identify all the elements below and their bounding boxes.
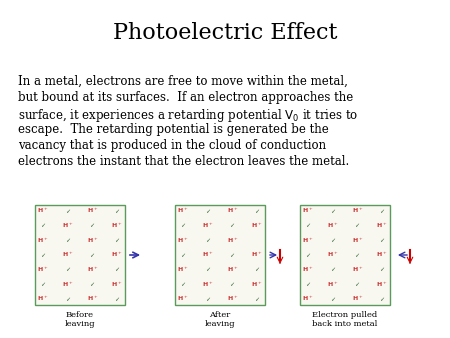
Text: $\checkmark$: $\checkmark$ — [205, 237, 211, 244]
Text: $\checkmark$: $\checkmark$ — [354, 222, 360, 230]
Text: Photoelectric Effect: Photoelectric Effect — [113, 22, 337, 44]
Text: After
leaving: After leaving — [205, 311, 235, 328]
Text: $\checkmark$: $\checkmark$ — [305, 222, 311, 230]
Text: $\checkmark$: $\checkmark$ — [89, 251, 95, 259]
Text: $\checkmark$: $\checkmark$ — [305, 251, 311, 259]
Text: $\mathbf{H}^+$: $\mathbf{H}^+$ — [202, 221, 213, 230]
Text: $\mathbf{H}^+$: $\mathbf{H}^+$ — [252, 221, 263, 230]
Text: $\checkmark$: $\checkmark$ — [354, 251, 360, 259]
Text: $\mathbf{H}^+$: $\mathbf{H}^+$ — [376, 221, 387, 230]
Text: $\checkmark$: $\checkmark$ — [254, 295, 260, 303]
Text: $\mathbf{H}^+$: $\mathbf{H}^+$ — [62, 221, 73, 230]
Text: $\checkmark$: $\checkmark$ — [329, 207, 336, 215]
Text: vacancy that is produced in the cloud of conduction: vacancy that is produced in the cloud of… — [18, 139, 326, 152]
Text: $\mathbf{H}^+$: $\mathbf{H}^+$ — [62, 280, 73, 289]
Text: $\mathbf{H}^+$: $\mathbf{H}^+$ — [227, 236, 238, 245]
Text: $\checkmark$: $\checkmark$ — [229, 281, 235, 288]
Text: $\mathbf{H}^+$: $\mathbf{H}^+$ — [202, 250, 213, 260]
Text: $\mathbf{H}^+$: $\mathbf{H}^+$ — [177, 265, 189, 274]
Text: $\mathbf{H}^+$: $\mathbf{H}^+$ — [111, 280, 123, 289]
Text: $\checkmark$: $\checkmark$ — [379, 207, 385, 215]
Text: $\mathbf{H}^+$: $\mathbf{H}^+$ — [37, 207, 49, 215]
Text: $\mathbf{H}^+$: $\mathbf{H}^+$ — [111, 221, 123, 230]
Text: but bound at its surfaces.  If an electron approaches the: but bound at its surfaces. If an electro… — [18, 91, 353, 104]
Text: $\checkmark$: $\checkmark$ — [65, 295, 71, 303]
Bar — [300, 205, 390, 305]
Text: $\checkmark$: $\checkmark$ — [114, 237, 120, 244]
Text: $\checkmark$: $\checkmark$ — [229, 222, 235, 230]
Text: $\mathbf{H}^+$: $\mathbf{H}^+$ — [87, 294, 98, 304]
Text: $\mathbf{H}^+$: $\mathbf{H}^+$ — [177, 207, 189, 215]
Text: $\checkmark$: $\checkmark$ — [89, 281, 95, 288]
Text: $\checkmark$: $\checkmark$ — [354, 281, 360, 288]
Text: $\checkmark$: $\checkmark$ — [180, 281, 186, 288]
Text: $\checkmark$: $\checkmark$ — [329, 266, 336, 273]
Text: $\checkmark$: $\checkmark$ — [305, 281, 311, 288]
Text: $\mathbf{H}^+$: $\mathbf{H}^+$ — [351, 265, 363, 274]
Text: $\checkmark$: $\checkmark$ — [379, 295, 385, 303]
Bar — [175, 205, 265, 305]
Text: $\checkmark$: $\checkmark$ — [379, 266, 385, 273]
Text: $\checkmark$: $\checkmark$ — [205, 295, 211, 303]
Text: $\mathbf{H}^+$: $\mathbf{H}^+$ — [87, 265, 98, 274]
Text: $\checkmark$: $\checkmark$ — [89, 222, 95, 230]
Text: $\checkmark$: $\checkmark$ — [65, 266, 71, 273]
Text: electrons the instant that the electron leaves the metal.: electrons the instant that the electron … — [18, 155, 349, 168]
Text: $\mathbf{H}^+$: $\mathbf{H}^+$ — [302, 207, 314, 215]
Text: $\checkmark$: $\checkmark$ — [205, 266, 211, 273]
Text: $\checkmark$: $\checkmark$ — [254, 266, 260, 273]
Text: In a metal, electrons are free to move within the metal,: In a metal, electrons are free to move w… — [18, 75, 348, 88]
Text: escape.  The retarding potential is generated be the: escape. The retarding potential is gener… — [18, 123, 329, 136]
Text: $\mathbf{H}^+$: $\mathbf{H}^+$ — [87, 236, 98, 245]
Text: $\mathbf{H}^+$: $\mathbf{H}^+$ — [227, 207, 238, 215]
Text: $\mathbf{H}^+$: $\mathbf{H}^+$ — [37, 294, 49, 304]
Text: $\checkmark$: $\checkmark$ — [114, 207, 120, 215]
Text: $\checkmark$: $\checkmark$ — [329, 295, 336, 303]
Text: $\checkmark$: $\checkmark$ — [114, 266, 120, 273]
Text: $\checkmark$: $\checkmark$ — [379, 237, 385, 244]
Text: $\mathbf{H}^+$: $\mathbf{H}^+$ — [62, 250, 73, 260]
Text: $\checkmark$: $\checkmark$ — [40, 281, 46, 288]
Text: $\mathbf{H}^+$: $\mathbf{H}^+$ — [302, 236, 314, 245]
Text: $\checkmark$: $\checkmark$ — [229, 251, 235, 259]
Text: $\mathbf{H}^+$: $\mathbf{H}^+$ — [227, 294, 238, 304]
Text: $\checkmark$: $\checkmark$ — [180, 251, 186, 259]
Text: $\mathbf{H}^+$: $\mathbf{H}^+$ — [202, 280, 213, 289]
Text: $\mathbf{H}^+$: $\mathbf{H}^+$ — [252, 250, 263, 260]
Text: Electron pulled
back into metal: Electron pulled back into metal — [312, 311, 378, 328]
Text: $\checkmark$: $\checkmark$ — [114, 295, 120, 303]
Text: $\mathbf{H}^+$: $\mathbf{H}^+$ — [351, 236, 363, 245]
Bar — [35, 205, 125, 305]
Text: $\checkmark$: $\checkmark$ — [40, 222, 46, 230]
Text: $\mathbf{H}^+$: $\mathbf{H}^+$ — [351, 294, 363, 304]
Text: $\checkmark$: $\checkmark$ — [65, 207, 71, 215]
Text: $\mathbf{H}^+$: $\mathbf{H}^+$ — [111, 250, 123, 260]
Text: $\mathbf{H}^+$: $\mathbf{H}^+$ — [227, 265, 238, 274]
Text: Before
leaving: Before leaving — [65, 311, 95, 328]
Text: $\mathbf{H}^+$: $\mathbf{H}^+$ — [351, 207, 363, 215]
Text: $\mathbf{H}^+$: $\mathbf{H}^+$ — [177, 236, 189, 245]
Text: $\mathbf{H}^+$: $\mathbf{H}^+$ — [327, 280, 338, 289]
Text: $\mathbf{H}^+$: $\mathbf{H}^+$ — [376, 280, 387, 289]
Text: $\mathbf{H}^+$: $\mathbf{H}^+$ — [37, 236, 49, 245]
Text: $\checkmark$: $\checkmark$ — [205, 207, 211, 215]
Text: $\mathbf{H}^+$: $\mathbf{H}^+$ — [302, 265, 314, 274]
Text: $\checkmark$: $\checkmark$ — [40, 251, 46, 259]
Text: surface, it experiences a retarding potential $\mathrm{V}_0$ it tries to: surface, it experiences a retarding pote… — [18, 107, 358, 124]
Text: $\checkmark$: $\checkmark$ — [254, 207, 260, 215]
Text: $\checkmark$: $\checkmark$ — [180, 222, 186, 230]
Text: $\mathbf{H}^+$: $\mathbf{H}^+$ — [376, 250, 387, 260]
Text: $\mathbf{H}^+$: $\mathbf{H}^+$ — [37, 265, 49, 274]
Text: $\mathbf{H}^+$: $\mathbf{H}^+$ — [177, 294, 189, 304]
Text: $\mathbf{H}^+$: $\mathbf{H}^+$ — [327, 221, 338, 230]
Text: $\mathbf{H}^+$: $\mathbf{H}^+$ — [87, 207, 98, 215]
Text: $\mathbf{H}^+$: $\mathbf{H}^+$ — [252, 280, 263, 289]
Text: $\checkmark$: $\checkmark$ — [65, 237, 71, 244]
Text: $\mathbf{H}^+$: $\mathbf{H}^+$ — [327, 250, 338, 260]
Text: $\checkmark$: $\checkmark$ — [329, 237, 336, 244]
Text: $\mathbf{H}^+$: $\mathbf{H}^+$ — [302, 294, 314, 304]
